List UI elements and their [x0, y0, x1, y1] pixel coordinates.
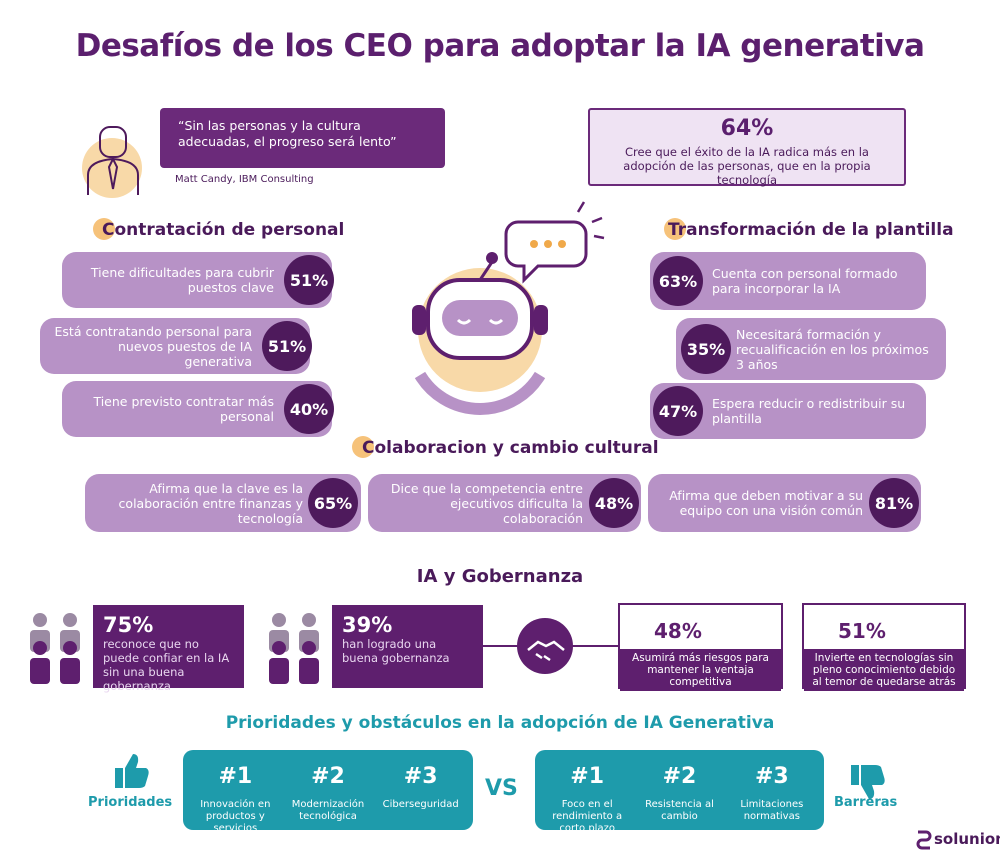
quote-text: “Sin las personas y la cultura adecuadas… — [160, 108, 445, 168]
priority: #2 Modernización tecnológica — [282, 750, 375, 830]
gov-value: 51% — [838, 619, 886, 643]
rank: #3 — [403, 764, 438, 789]
gov-text: han logrado una buena gobernanza — [342, 637, 450, 665]
stat-value: 63% — [653, 256, 703, 306]
rank: #3 — [754, 764, 789, 789]
stat-value: 47% — [653, 386, 703, 436]
section-dot — [664, 218, 686, 240]
priorities-label: Prioridades — [88, 795, 173, 810]
page-title: Desafíos de los CEO para adoptar la IA g… — [75, 28, 925, 64]
barriers-box: #1 Foco en el rendimiento a corto plazo #… — [535, 750, 824, 834]
person-icon — [87, 126, 139, 195]
stat-value: 51% — [262, 321, 312, 371]
stat-value: 65% — [308, 478, 358, 528]
vs-label: VS — [485, 776, 518, 801]
section-title: Prioridades y obstáculos en la adopción … — [225, 713, 775, 733]
priorities-box: #1 Innovación en productos y servicios #2… — [183, 750, 473, 834]
gov-text: Asumirá más riesgos para mantener la ven… — [620, 649, 781, 691]
rank: #2 — [662, 764, 697, 789]
gov-text: Invierte en tecnologías sin pleno conoci… — [804, 649, 964, 691]
quote-author: Matt Candy, IBM Consulting — [175, 174, 314, 185]
barrier: #1 Foco en el rendimiento a corto plazo — [541, 750, 633, 834]
gov-value: 39% — [342, 613, 393, 637]
stat-value: 35% — [681, 324, 731, 374]
gov-box: 75% reconoce que no puede confiar en la … — [93, 605, 244, 693]
gov-value: 75% — [103, 613, 154, 637]
section-dot — [93, 218, 115, 240]
stat-value: 51% — [284, 255, 334, 305]
thumb-down — [851, 765, 885, 799]
section-title: Colaboracion y cambio cultural — [362, 438, 659, 458]
stat-pill: Dice que la competencia entre ejecutivos… — [368, 474, 641, 532]
thumb-up — [115, 754, 149, 788]
rank: #2 — [311, 764, 345, 789]
barrier-text: Foco en el rendimiento a corto plazo — [552, 799, 623, 834]
barrier-text: Resistencia al cambio — [645, 799, 714, 822]
gov-value: 48% — [654, 619, 702, 643]
highlight-value: 64% — [720, 116, 774, 141]
gov-box: 51% Invierte en tecnologías sin pleno co… — [802, 603, 966, 691]
priority: #3 Ciberseguridad — [374, 750, 467, 830]
brand-logo — [916, 830, 932, 850]
brand-name: solunion — [934, 830, 1000, 848]
barrier: #3 Limitaciones normativas — [726, 750, 818, 830]
priority: #1 Innovación en productos y servicios — [189, 750, 282, 834]
barriers-label: Barreras — [834, 795, 898, 810]
gov-box: 48% Asumirá más riesgos para mantener la… — [618, 603, 783, 691]
priority-text: Innovación en productos y servicios — [200, 799, 271, 834]
stat-value: 81% — [869, 478, 919, 528]
stat-pill: Afirma que la clave es la colaboración e… — [85, 474, 361, 532]
barrier-text: Limitaciones normativas — [740, 799, 804, 822]
robot — [412, 201, 605, 415]
gov-text: reconoce que no puede confiar en la IA s… — [103, 637, 230, 693]
rank: #1 — [570, 764, 605, 789]
rank: #1 — [218, 764, 253, 789]
stat-value: 40% — [284, 384, 334, 434]
section-title: Transformación de la plantilla — [668, 220, 954, 240]
section-title: IA y Gobernanza — [416, 566, 584, 587]
priority-text: Ciberseguridad — [382, 799, 459, 810]
stat-value: 48% — [589, 478, 639, 528]
section-title: Contratación de personal — [102, 220, 345, 240]
people-icon — [30, 641, 319, 684]
section-dot — [352, 436, 374, 458]
highlight-text: Cree que el éxito de la IA radica más en… — [623, 145, 871, 187]
barrier: #2 Resistencia al cambio — [633, 750, 725, 830]
stat-pill: Tiene dificultades para cubrir puestos c… — [62, 252, 332, 308]
gov-box: 39% han logrado una buena gobernanza — [332, 605, 483, 688]
priority-text: Modernización tecnológica — [291, 799, 365, 822]
highlight-box: 64% Cree que el éxito de la IA radica má… — [588, 108, 906, 187]
person-bg — [82, 138, 142, 198]
